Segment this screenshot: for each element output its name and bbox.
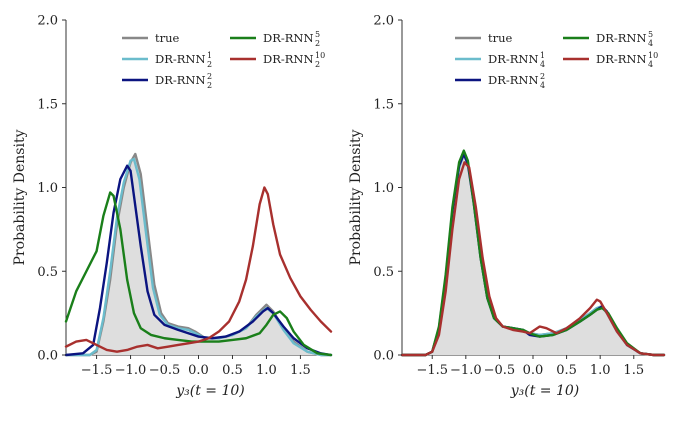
legend-subscript: 2: [315, 60, 320, 69]
legend-item: DR-RNN 22: [122, 72, 212, 90]
legend-label: true: [155, 31, 180, 45]
chart-panel-left: −1.5 −1.0 −0.5 0.0 0.5 1.0 1.5 0.0 0.5 1.0 1.5 2.0 y…: [12, 14, 333, 399]
x-axis-label: y₃(t = 10): [510, 383, 580, 399]
legend-subscript: 2: [315, 39, 320, 48]
legend-subscript: 4: [648, 39, 653, 48]
x-tick-label: −0.5: [484, 363, 516, 378]
y-tick-label: 0.0: [37, 349, 58, 364]
y-tick-label: 1.5: [373, 97, 394, 112]
legend-subscript: 4: [540, 81, 545, 90]
legend-label: true: [488, 31, 513, 45]
chart-panel-right: −1.5 −1.0 −0.5 0.0 0.5 1.0 1.5 0.0 0.5 1.0 1.5 2.0 y…: [348, 14, 666, 399]
series-line-dr-rnn-5: [400, 149, 666, 357]
x-tick-label: −1.5: [416, 363, 448, 378]
legend-label: DR-RNN: [488, 73, 539, 87]
legend-subscript: 2: [207, 60, 212, 69]
x-tick-label: 0.0: [188, 363, 209, 378]
y-tick-label: 0.5: [37, 265, 58, 280]
legend-label: DR-RNN: [488, 52, 539, 66]
legend-item: DR-RNN 52: [230, 30, 320, 48]
x-tick-label: 0.0: [523, 363, 544, 378]
y-axis-label: Probability Density: [348, 129, 364, 265]
legend-item: DR-RNN 104: [563, 51, 658, 69]
x-axis-label: y₃(t = 10): [175, 383, 245, 399]
y-tick-label: 2.0: [373, 14, 394, 29]
legend-item: true: [455, 31, 513, 45]
x-tick-label: −1.0: [115, 363, 147, 378]
legend-superscript: 2: [540, 72, 545, 81]
y-tick-label: 1.5: [37, 97, 58, 112]
x-tick-label: −1.0: [450, 363, 482, 378]
series-fill-true: [402, 154, 664, 355]
series-line-dr-rnn-2: [64, 164, 333, 357]
legend-label: DR-RNN: [155, 73, 206, 87]
series-line-dr-rnn-10: [64, 186, 333, 353]
legend-item: DR-RNN 24: [455, 72, 545, 90]
legend-label: DR-RNN: [596, 52, 647, 66]
x-tick-label: 1.5: [623, 363, 644, 378]
x-tick-label: 1.0: [590, 363, 611, 378]
y-tick-label: 1.0: [373, 181, 394, 196]
legend-superscript: 5: [315, 30, 320, 39]
legend-item: DR-RNN 14: [455, 51, 545, 69]
legend-label: DR-RNN: [155, 52, 206, 66]
legend-item: true: [122, 31, 180, 45]
legend-superscript: 2: [207, 72, 212, 81]
legend-superscript: 1: [207, 51, 212, 60]
x-tick-label: 1.0: [256, 363, 277, 378]
legend-label: DR-RNN: [263, 52, 314, 66]
legend-label: DR-RNN: [263, 31, 314, 45]
series-line-dr-rnn-10: [400, 161, 666, 357]
y-tick-label: 2.0: [37, 14, 58, 29]
legend-subscript: 4: [540, 60, 545, 69]
legend-superscript: 10: [315, 51, 325, 60]
legend-subscript: 2: [207, 81, 212, 90]
legend-item: DR-RNN 102: [230, 51, 325, 69]
legend-subscript: 4: [648, 60, 653, 69]
x-tick-label: −0.5: [149, 363, 181, 378]
y-tick-label: 0.0: [373, 349, 394, 364]
x-tick-label: 0.5: [222, 363, 243, 378]
x-tick-label: 1.5: [290, 363, 311, 378]
y-tick-label: 1.0: [37, 181, 58, 196]
legend-superscript: 1: [540, 51, 545, 60]
x-tick-label: 0.5: [556, 363, 577, 378]
legend-label: DR-RNN: [596, 31, 647, 45]
x-tick-label: −1.5: [81, 363, 113, 378]
legend-superscript: 10: [648, 51, 658, 60]
legend-item: DR-RNN 12: [122, 51, 212, 69]
legend-superscript: 5: [648, 30, 653, 39]
series-line-dr-rnn-5: [64, 191, 333, 357]
legend-item: DR-RNN 54: [563, 30, 653, 48]
y-tick-label: 0.5: [373, 265, 394, 280]
y-axis-label: Probability Density: [12, 129, 28, 265]
